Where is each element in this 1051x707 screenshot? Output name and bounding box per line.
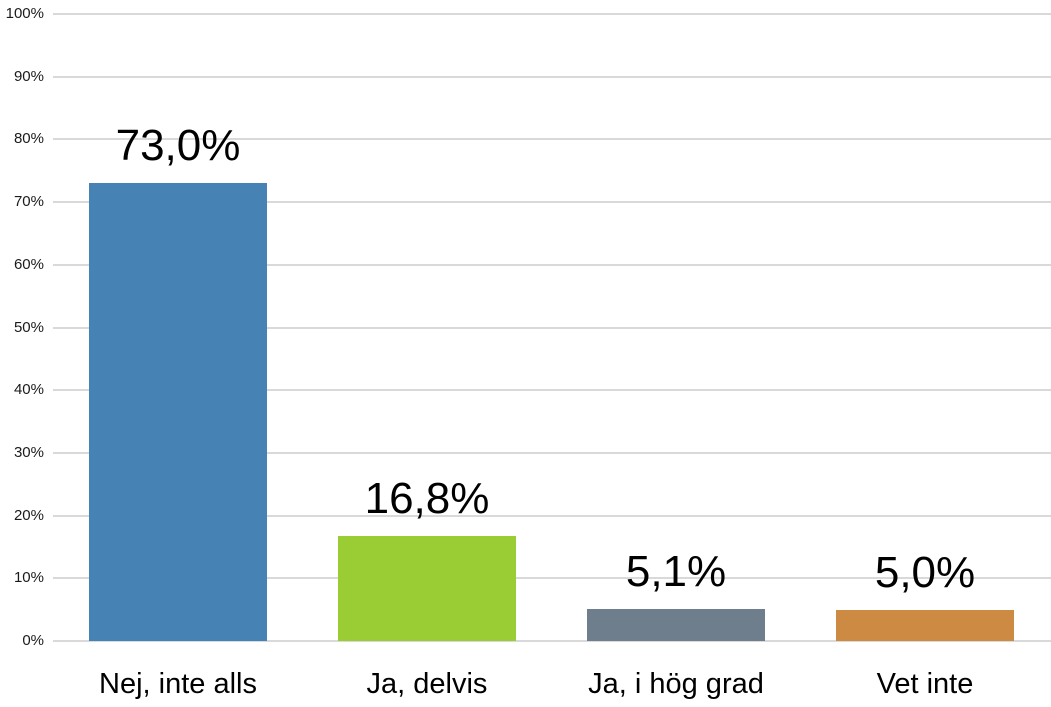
bar-ja-delvis bbox=[338, 536, 516, 641]
gridline-20% bbox=[53, 514, 1051, 517]
data-label: 73,0% bbox=[115, 121, 241, 170]
category-label: Ja, i hög grad bbox=[588, 668, 764, 700]
gridline-70% bbox=[53, 201, 1051, 204]
gridline-0% bbox=[53, 640, 1051, 642]
bar-ja-i-h-g-grad bbox=[587, 609, 765, 641]
gridline-30% bbox=[53, 451, 1051, 454]
gridline-10% bbox=[53, 577, 1051, 580]
data-label: 5,0% bbox=[874, 548, 976, 597]
gridline-60% bbox=[53, 263, 1051, 266]
gridline-90% bbox=[53, 75, 1051, 78]
bar-nej-inte-alls bbox=[89, 183, 267, 641]
y-tick-label: 50% bbox=[13, 318, 44, 336]
category-label: Nej, inte alls bbox=[99, 668, 257, 700]
category-label: Vet inte bbox=[876, 668, 974, 700]
y-tick-label: 10% bbox=[13, 569, 44, 587]
y-tick-label: 60% bbox=[13, 255, 44, 273]
data-label: 5,1% bbox=[625, 547, 727, 596]
y-tick-label: 0% bbox=[22, 632, 44, 649]
gridline-100% bbox=[53, 13, 1051, 15]
y-tick-label: 20% bbox=[13, 506, 44, 524]
bar-vet-inte bbox=[836, 610, 1014, 641]
y-tick-label: 40% bbox=[13, 381, 44, 399]
gridline-50% bbox=[53, 326, 1051, 329]
data-label: 16,8% bbox=[364, 474, 490, 523]
category-label: Ja, delvis bbox=[366, 668, 488, 700]
gridline-80% bbox=[53, 138, 1051, 141]
y-tick-label: 70% bbox=[13, 193, 44, 211]
y-tick-label: 90% bbox=[13, 67, 44, 85]
y-tick-label: 30% bbox=[13, 443, 44, 461]
gridline-40% bbox=[53, 389, 1051, 392]
y-tick-label: 100% bbox=[5, 5, 44, 22]
y-tick-label: 80% bbox=[13, 130, 44, 148]
